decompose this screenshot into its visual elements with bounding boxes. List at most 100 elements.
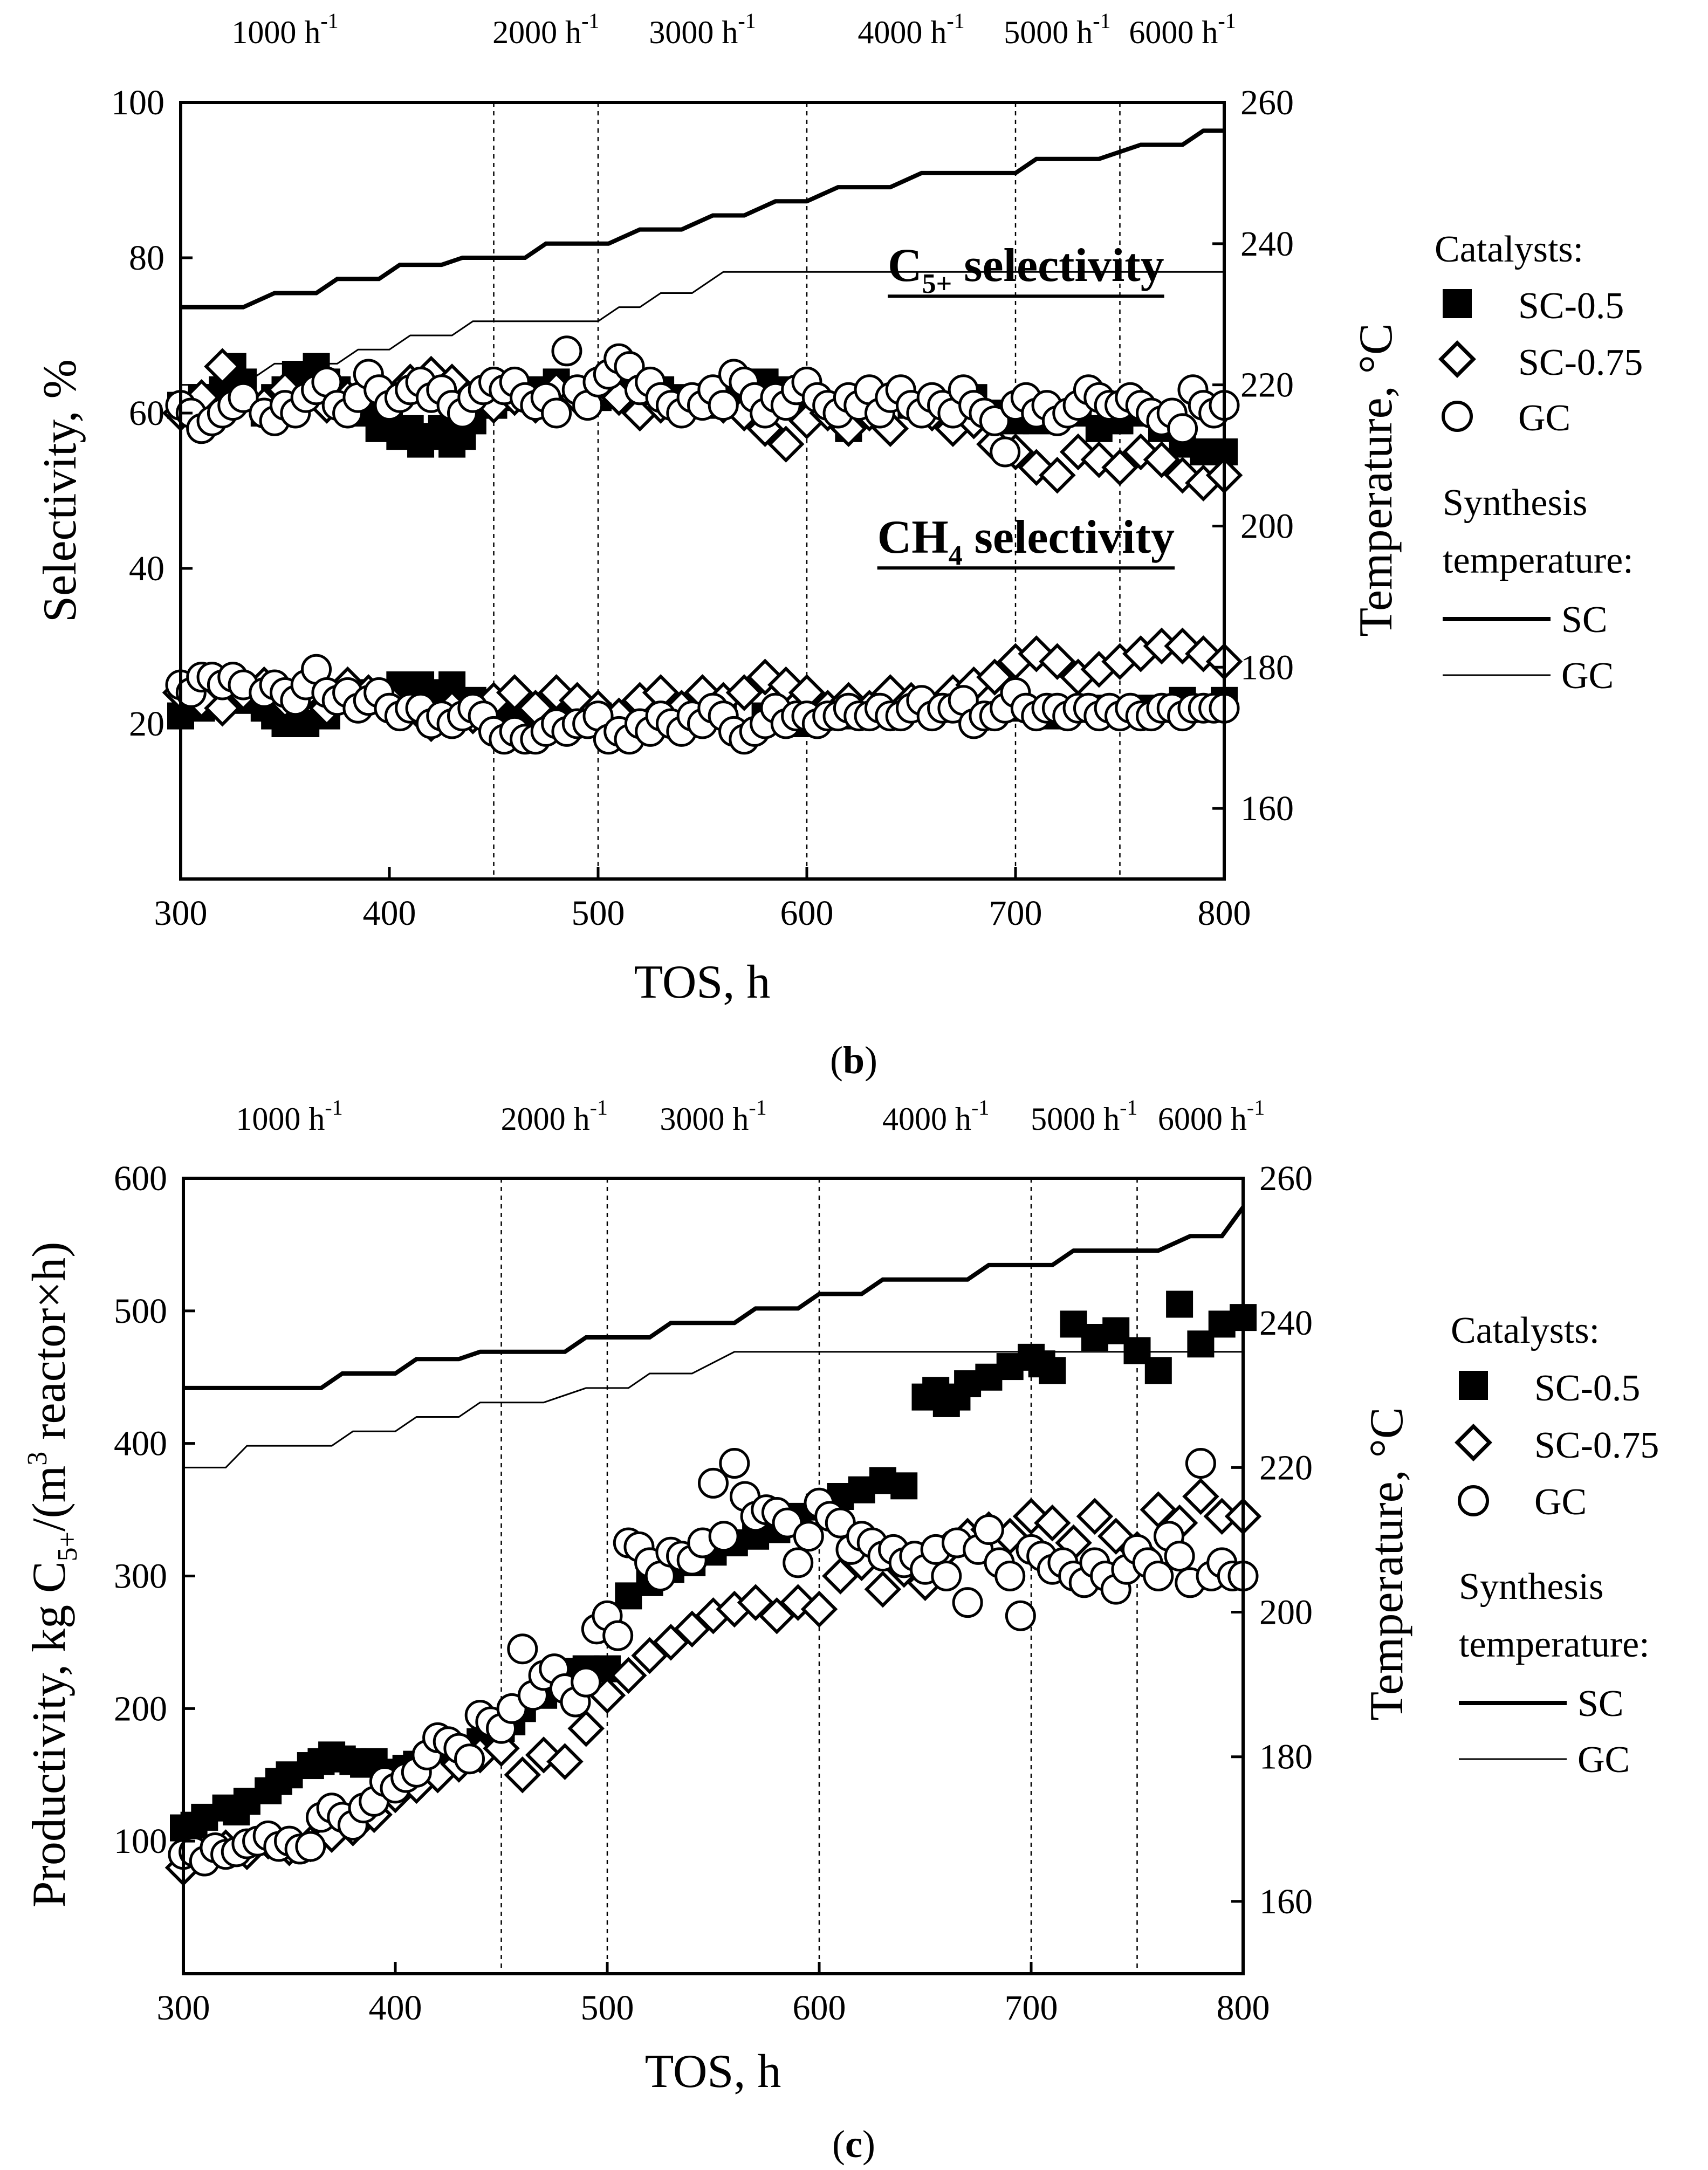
space-velocity-number: 1000 h — [231, 15, 320, 50]
x-tick-label: 400 — [369, 1988, 422, 2028]
sc-05-point — [1144, 1357, 1172, 1384]
space-velocity-exponent: -1 — [1247, 1095, 1265, 1120]
space-velocity-exponent: -1 — [320, 9, 338, 33]
b-caption: (b) — [830, 1039, 877, 1082]
gc-point — [994, 1561, 1026, 1591]
c-space-velocity-labels: 1000 h-1 2000 h-1 3000 h-1 4000 h-1 5000 h-1… — [236, 1095, 1265, 1137]
gc-c5-point — [979, 405, 1010, 436]
b-legend-sc075-marker — [1438, 340, 1476, 378]
panel-b-selectivity-chart: 300 400 500 600 700 800 20 40 60 80 100 160 180 200 22… — [34, 9, 1643, 1082]
c-legend-sc05-marker — [1459, 1371, 1488, 1400]
y2-tick-label: 240 — [1240, 224, 1294, 264]
space-velocity-number: 2000 h — [492, 15, 581, 50]
sc-075-point — [610, 1657, 647, 1694]
b-legend-gc-label: GC — [1518, 397, 1570, 439]
sc-05-point — [1166, 1290, 1193, 1318]
gc-point — [295, 1831, 326, 1862]
c-y-axis-mid: /(m — [23, 1466, 76, 1532]
sc-075-ch4-point — [1039, 643, 1076, 681]
temperature-line-sc — [183, 1206, 1245, 1390]
c-y-axis-end: reactor×h) — [23, 1242, 76, 1452]
x-tick-label: 600 — [793, 1988, 846, 2028]
x-tick-label: 800 — [1198, 894, 1251, 933]
gc-c5-point — [541, 397, 572, 429]
sc-05-point — [1039, 1357, 1066, 1384]
space-velocity-label: 1000 h-1 — [231, 9, 338, 50]
space-velocity-label: 6000 h-1 — [1129, 9, 1236, 50]
sc-075-point — [1076, 1498, 1114, 1535]
c5-annotation-rest: selectivity — [952, 239, 1164, 292]
c-legend: Catalysts: SC-0.5 SC-0.75 GC Synthesis t… — [1451, 1310, 1659, 1781]
y2-tick-label: 200 — [1259, 1593, 1313, 1632]
c-y-axis-title: Productivity, kg C5+/(m3 reactor×h) — [22, 1242, 83, 1908]
c5-annotation-sub: 5+ — [922, 269, 952, 299]
sc-075-c5-point — [1143, 441, 1181, 478]
y-tick-label: 100 — [114, 1822, 167, 1861]
c-data-points — [164, 1290, 1262, 1886]
space-velocity-exponent: -1 — [1093, 9, 1110, 33]
b-x-axis-title: TOS, h — [634, 956, 771, 1008]
y-tick-label: 200 — [114, 1689, 167, 1728]
c5-annotation-text: C5+ selectivity — [888, 239, 1164, 299]
space-velocity-number: 3000 h — [649, 15, 738, 50]
sc-075-point — [504, 1756, 541, 1794]
panel-c-productivity-chart: 300 400 500 600 700 800 100 200 300 400 500 600 160 1… — [22, 1095, 1659, 2166]
c-legend-sc-line-label: SC — [1577, 1683, 1624, 1725]
space-velocity-exponent: -1 — [325, 1095, 342, 1120]
y-tick-label: 80 — [129, 238, 164, 278]
c-x-axis-title: TOS, h — [645, 2045, 781, 2098]
sc-075-c5-point — [1039, 456, 1076, 494]
x-tick-label: 800 — [1217, 1988, 1270, 2028]
gc-c5-point — [551, 335, 582, 367]
y2-tick-label: 260 — [1259, 1159, 1313, 1198]
c-y-axis-sub: 5+ — [52, 1532, 83, 1561]
sc-075-c5-point — [767, 425, 805, 463]
temperature-line-sc — [181, 128, 1224, 310]
gc-point — [1164, 1541, 1195, 1572]
space-velocity-number: 5000 h — [1031, 1101, 1120, 1137]
b-grid-lines — [493, 102, 1121, 879]
gc-point — [783, 1547, 814, 1578]
space-velocity-label: 2000 h-1 — [501, 1095, 608, 1137]
b-legend-synthesis-title: Synthesis — [1443, 482, 1587, 524]
c-legend-catalysts-title: Catalysts: — [1451, 1310, 1600, 1351]
space-velocity-exponent: -1 — [749, 1095, 766, 1120]
c-legend-sc05-label: SC-0.5 — [1534, 1368, 1640, 1409]
y2-tick-label: 260 — [1240, 83, 1294, 122]
space-velocity-label: 1000 h-1 — [236, 1095, 342, 1137]
b-legend-temperature-title: temperature: — [1443, 540, 1634, 581]
b-y2-axis-title: Temperature, °C — [1350, 323, 1402, 636]
c-legend-gc-label: GC — [1534, 1481, 1587, 1523]
gc-point — [1185, 1448, 1216, 1479]
gc-c5-point — [708, 390, 739, 421]
sc-075-point — [800, 1590, 838, 1628]
b-data-points — [162, 335, 1243, 755]
c-legend-gc-marker — [1458, 1485, 1489, 1516]
b-y-axis-title: Selectivity, % — [34, 359, 86, 622]
c-caption-letter: c — [845, 2123, 862, 2166]
space-velocity-number: 3000 h — [660, 1101, 749, 1137]
gc-point — [1143, 1561, 1174, 1591]
gc-point — [952, 1587, 983, 1618]
space-velocity-exponent: -1 — [590, 1095, 608, 1120]
x-tick-label: 500 — [581, 1988, 634, 2028]
b-legend-sc075-label: SC-0.75 — [1518, 342, 1643, 383]
c-legend-sc075-label: SC-0.75 — [1534, 1425, 1659, 1466]
sc-075-ch4-point — [204, 689, 241, 727]
gc-c5-point — [1167, 413, 1198, 444]
space-velocity-exponent: -1 — [1120, 1095, 1137, 1120]
ch4-annotation-main: CH — [877, 511, 949, 564]
c-legend-temperature-title: temperature: — [1459, 1624, 1650, 1665]
ch4-annotation-text: CH4 selectivity — [877, 511, 1175, 571]
y2-tick-label: 180 — [1259, 1738, 1313, 1777]
x-tick-label: 500 — [572, 894, 625, 933]
x-tick-label: 300 — [154, 894, 208, 933]
c-legend-synthesis-title: Synthesis — [1459, 1566, 1603, 1608]
space-velocity-exponent: -1 — [738, 9, 756, 33]
y-tick-label: 20 — [129, 704, 164, 744]
gc-point — [698, 1467, 729, 1499]
space-velocity-label: 4000 h-1 — [858, 9, 964, 50]
gc-point — [793, 1521, 824, 1552]
c-axis-ticks: 300 400 500 600 700 800 100 200 300 400 500 600 160 1… — [114, 1159, 1313, 2028]
gc-point — [931, 1561, 962, 1591]
